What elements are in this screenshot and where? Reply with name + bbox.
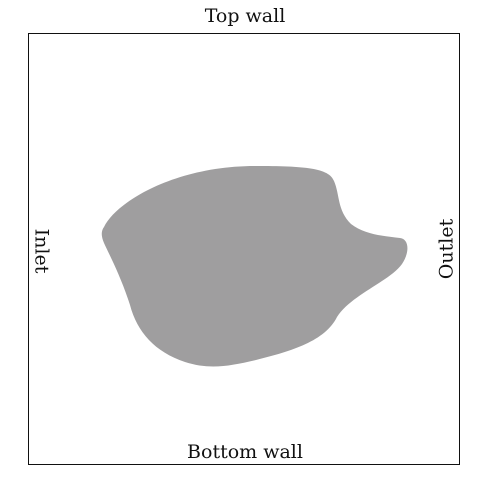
obstacle-shape <box>101 166 408 367</box>
bottom-wall-label: Bottom wall <box>187 441 303 463</box>
top-wall-label: Top wall <box>204 5 286 27</box>
domain-boundary <box>28 33 460 465</box>
outlet-label: Outlet <box>435 218 458 280</box>
inlet-label: Inlet <box>30 228 53 274</box>
